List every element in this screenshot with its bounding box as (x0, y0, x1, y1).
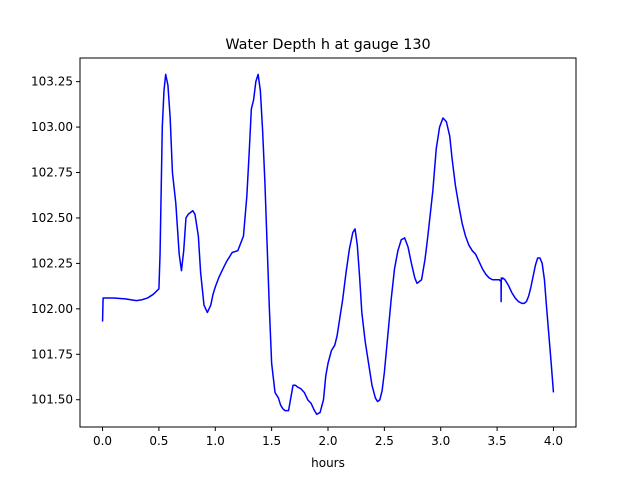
y-tick-label: 103.25 (31, 75, 73, 89)
y-tick-label: 101.50 (31, 393, 73, 407)
chart-title: Water Depth h at gauge 130 (225, 37, 430, 53)
x-axis: 0.0 0.5 1.0 1.5 2.0 2.5 3.0 3.5 4.0 (93, 427, 563, 448)
x-tick-label: 0.0 (93, 434, 112, 448)
y-tick-label: 103.00 (31, 120, 73, 134)
plot-frame (79, 57, 577, 428)
x-tick-label: 4.0 (544, 434, 563, 448)
x-tick-label: 0.5 (149, 434, 168, 448)
x-tick-label: 3.0 (431, 434, 450, 448)
x-tick-label: 1.0 (206, 434, 225, 448)
y-axis: 101.50 101.75 102.00 102.25 102.50 102.75 103.… (31, 75, 80, 407)
y-tick-label: 102.75 (31, 166, 73, 180)
x-tick-label: 1.5 (262, 434, 281, 448)
plot-area (101, 73, 555, 416)
series-line (101, 73, 555, 416)
y-tick-label: 102.25 (31, 256, 73, 270)
y-tick-label: 102.00 (31, 302, 73, 316)
y-tick-label: 102.50 (31, 211, 73, 225)
x-tick-label: 2.5 (375, 434, 394, 448)
y-tick-label: 101.75 (31, 347, 73, 361)
x-tick-label: 2.0 (318, 434, 337, 448)
x-tick-label: 3.5 (488, 434, 507, 448)
x-axis-label: hours (311, 456, 345, 470)
